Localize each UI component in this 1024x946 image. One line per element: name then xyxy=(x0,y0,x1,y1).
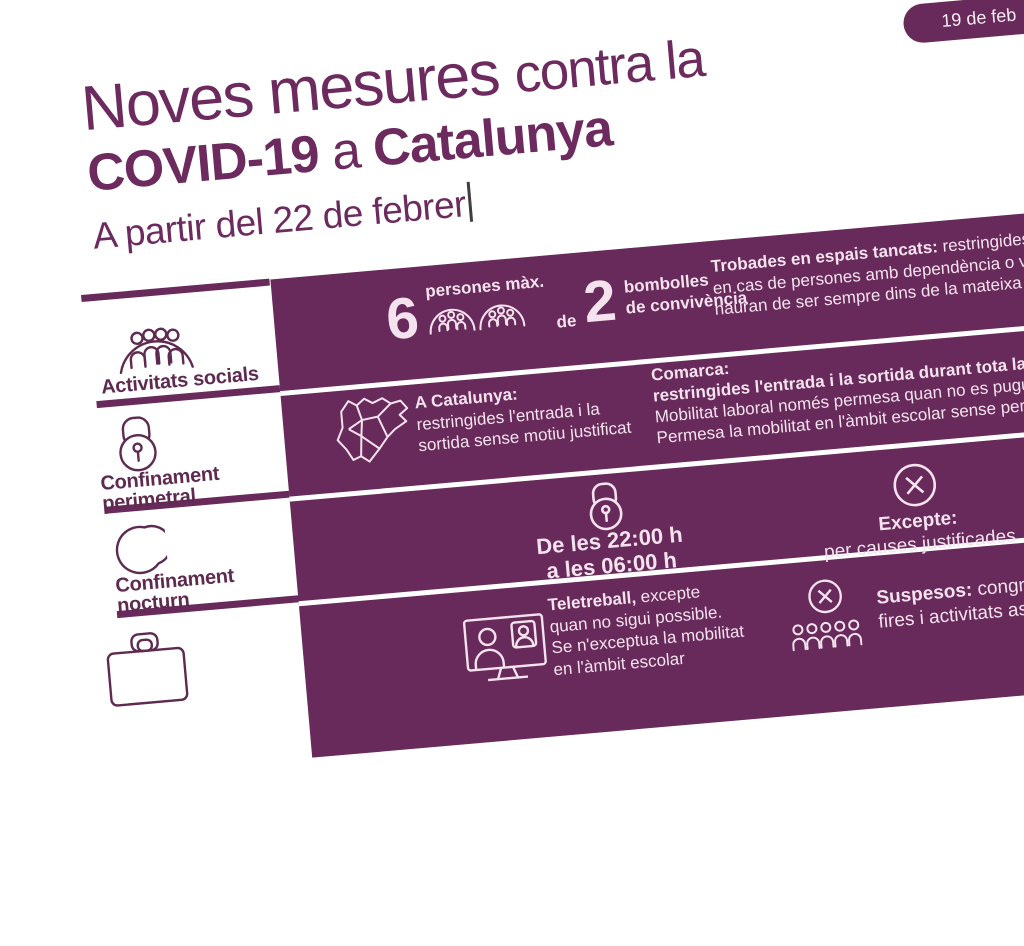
title-mid: a xyxy=(315,120,376,183)
max-people-number: 6 xyxy=(383,284,422,353)
text-cursor xyxy=(466,181,474,222)
padlock-icon xyxy=(119,416,157,472)
suspesos-rest: congressos xyxy=(976,570,1024,601)
date-badge-text: 19 de feb xyxy=(940,4,1018,31)
people-row-icon xyxy=(792,619,863,652)
persones-stack: persones màx. xyxy=(424,272,548,340)
video-call-monitor-icon xyxy=(462,613,547,682)
title-part-small: contra la xyxy=(512,29,707,105)
excepte-text: Excepte: per causes justificades xyxy=(801,500,1024,566)
bubbles-number: 2 xyxy=(580,267,619,336)
padlock-icon xyxy=(589,482,623,531)
people-group-icon xyxy=(119,327,194,375)
trobades-text: Trobades en espais tancats: restringides… xyxy=(710,224,1024,320)
sidebar-item-confinament-perimetral: Confinament perimetral xyxy=(100,463,222,515)
catalunya-text: A Catalunya: restringides l'entrada i la… xyxy=(414,374,632,457)
bubbles-people-icon xyxy=(429,304,526,335)
capacity-limits: 6 persones màx. de 2 bombolles de conviv… xyxy=(383,254,749,353)
map-of-catalunya-icon xyxy=(336,397,409,463)
title-block: Noves mesures contra la COVID-19 a Catal… xyxy=(79,23,716,258)
de-connector: de xyxy=(555,311,578,332)
circle-x-icon xyxy=(893,463,937,507)
date-badge: 19 de feb xyxy=(901,0,1024,45)
teletreball-text: Teletreball, excepte quan no sigui possi… xyxy=(547,578,747,681)
measures-table: 6 persones màx. de 2 bombolles de conviv… xyxy=(270,182,1024,758)
curfew-hours: De les 22:00 h a les 06:00 h xyxy=(519,520,703,585)
circle-x-icon xyxy=(808,579,842,614)
sidebar-top-border xyxy=(81,278,270,303)
suspesos-text: Suspesos: congressos fires i activitats … xyxy=(875,570,1024,635)
briefcase-icon xyxy=(106,632,189,707)
